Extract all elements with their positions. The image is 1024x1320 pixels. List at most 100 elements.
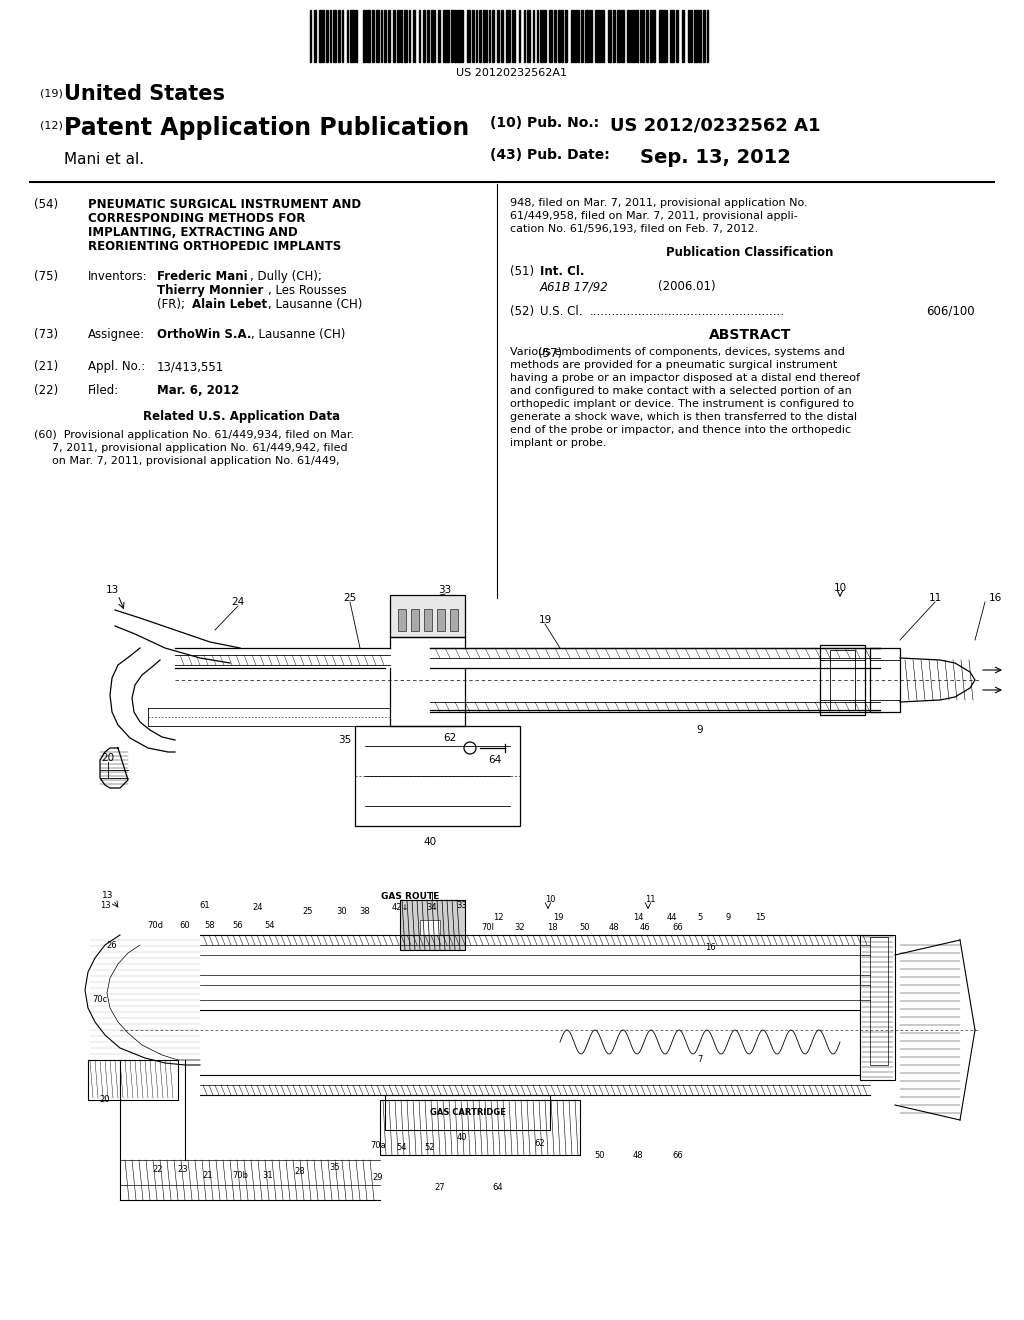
- Bar: [381, 11, 382, 62]
- Text: 31: 31: [263, 1171, 273, 1180]
- Bar: [467, 11, 470, 62]
- Text: OrthoWin S.A.: OrthoWin S.A.: [157, 327, 252, 341]
- Bar: [558, 11, 559, 62]
- Bar: [612, 11, 614, 62]
- Bar: [442, 11, 449, 62]
- Text: 21: 21: [203, 1171, 213, 1180]
- Text: Appl. No.:: Appl. No.:: [88, 360, 145, 374]
- Bar: [420, 920, 440, 935]
- Bar: [333, 11, 336, 62]
- Text: 60: 60: [179, 921, 190, 931]
- Bar: [342, 11, 343, 62]
- Text: PNEUMATIC SURGICAL INSTRUMENT AND: PNEUMATIC SURGICAL INSTRUMENT AND: [88, 198, 361, 211]
- Text: 19: 19: [553, 913, 563, 923]
- Text: 61/449,958, filed on Mar. 7, 2011, provisional appli-: 61/449,958, filed on Mar. 7, 2011, provi…: [510, 211, 798, 220]
- Bar: [501, 11, 503, 62]
- Text: (21): (21): [34, 360, 58, 374]
- Bar: [403, 11, 407, 62]
- Text: 5: 5: [697, 913, 702, 923]
- Bar: [519, 11, 520, 62]
- Bar: [457, 11, 463, 62]
- Text: A61B 17/92: A61B 17/92: [540, 280, 608, 293]
- Bar: [676, 11, 679, 62]
- Bar: [565, 11, 567, 62]
- Text: Various embodiments of components, devices, systems and: Various embodiments of components, devic…: [510, 347, 845, 356]
- Bar: [578, 11, 580, 62]
- Text: 11: 11: [645, 895, 655, 904]
- Bar: [707, 11, 708, 62]
- Bar: [682, 11, 684, 62]
- Bar: [88, 1060, 178, 1100]
- Text: (52): (52): [510, 305, 535, 318]
- Text: IMPLANTING, EXTRACTING AND: IMPLANTING, EXTRACTING AND: [88, 226, 298, 239]
- Bar: [400, 11, 402, 62]
- Text: 19: 19: [539, 615, 552, 624]
- Text: REORIENTING ORTHOPEDIC IMPLANTS: REORIENTING ORTHOPEDIC IMPLANTS: [88, 240, 341, 253]
- Text: (10) Pub. No.:: (10) Pub. No.:: [490, 116, 599, 129]
- Bar: [330, 11, 331, 62]
- Bar: [545, 11, 547, 62]
- Bar: [607, 11, 611, 62]
- Text: 24: 24: [231, 597, 245, 607]
- Bar: [574, 11, 577, 62]
- Text: 606/100: 606/100: [927, 305, 975, 318]
- Text: 29: 29: [373, 1173, 383, 1183]
- Text: 20: 20: [99, 1096, 111, 1105]
- Bar: [595, 11, 601, 62]
- Text: methods are provided for a pneumatic surgical instrument: methods are provided for a pneumatic sur…: [510, 360, 838, 370]
- Text: 12: 12: [493, 913, 503, 923]
- Bar: [411, 609, 419, 631]
- Bar: [693, 11, 697, 62]
- Bar: [347, 11, 348, 62]
- Text: 13/413,551: 13/413,551: [157, 360, 224, 374]
- Text: 7: 7: [697, 1056, 702, 1064]
- Text: Related U.S. Application Data: Related U.S. Application Data: [143, 411, 341, 422]
- Text: Assignee:: Assignee:: [88, 327, 145, 341]
- Bar: [388, 11, 390, 62]
- Text: 50: 50: [595, 1151, 605, 1159]
- Bar: [431, 11, 433, 62]
- Text: 23: 23: [178, 1166, 188, 1175]
- Bar: [870, 937, 888, 1065]
- Bar: [327, 11, 329, 62]
- Text: 9: 9: [725, 913, 731, 923]
- Text: 11: 11: [929, 593, 942, 603]
- Text: 14: 14: [633, 913, 643, 923]
- Bar: [691, 11, 692, 62]
- Bar: [688, 11, 689, 62]
- Text: 70c: 70c: [92, 995, 108, 1005]
- Bar: [653, 11, 654, 62]
- Bar: [385, 1096, 550, 1130]
- Text: (2006.01): (2006.01): [658, 280, 716, 293]
- Text: 16: 16: [988, 593, 1001, 603]
- Text: 15: 15: [755, 913, 765, 923]
- Bar: [486, 11, 487, 62]
- Bar: [549, 11, 552, 62]
- Text: 50: 50: [580, 924, 590, 932]
- Bar: [540, 11, 543, 62]
- Text: orthopedic implant or device. The instrument is configured to: orthopedic implant or device. The instru…: [510, 399, 854, 409]
- Bar: [492, 11, 494, 62]
- Text: 70d: 70d: [147, 921, 163, 931]
- Bar: [658, 11, 665, 62]
- Bar: [537, 11, 538, 62]
- Text: 25: 25: [303, 908, 313, 916]
- Text: 25: 25: [343, 593, 356, 603]
- Text: 70l: 70l: [481, 924, 495, 932]
- Bar: [338, 11, 340, 62]
- Bar: [646, 11, 648, 62]
- Text: 70b: 70b: [232, 1171, 248, 1180]
- Text: 13: 13: [105, 585, 119, 595]
- Text: (12): (12): [40, 120, 62, 129]
- Bar: [450, 609, 458, 631]
- Text: Sep. 13, 2012: Sep. 13, 2012: [640, 148, 791, 168]
- Bar: [640, 11, 641, 62]
- Bar: [424, 609, 432, 631]
- Text: 10: 10: [545, 895, 555, 904]
- Bar: [434, 11, 435, 62]
- Text: 33: 33: [457, 900, 467, 909]
- Text: US 2012/0232562 A1: US 2012/0232562 A1: [610, 116, 820, 135]
- Text: 64: 64: [493, 1184, 504, 1192]
- Text: 9: 9: [696, 725, 703, 735]
- Text: , Dully (CH);: , Dully (CH);: [250, 271, 322, 282]
